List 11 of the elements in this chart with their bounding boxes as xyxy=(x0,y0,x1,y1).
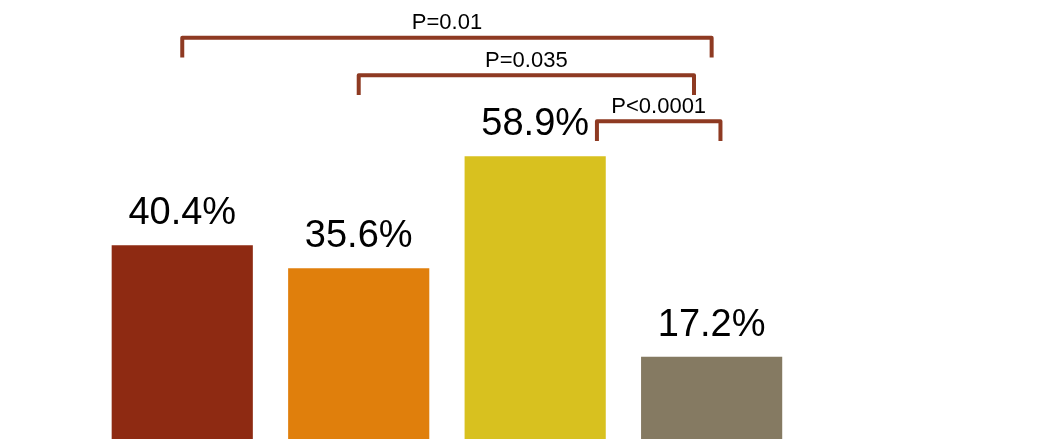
data-label: 58.9% xyxy=(481,101,590,144)
bar xyxy=(288,268,430,439)
text: P=0.035 xyxy=(485,46,568,72)
bar xyxy=(641,356,783,439)
text: P<0.0001 xyxy=(611,92,707,118)
data-label: 40.4% xyxy=(128,190,237,233)
bar xyxy=(111,245,253,439)
text: P=0.01 xyxy=(411,9,483,35)
bar xyxy=(464,156,606,439)
data-label: 17.2% xyxy=(657,301,766,344)
data-label: 35.6% xyxy=(304,213,413,256)
